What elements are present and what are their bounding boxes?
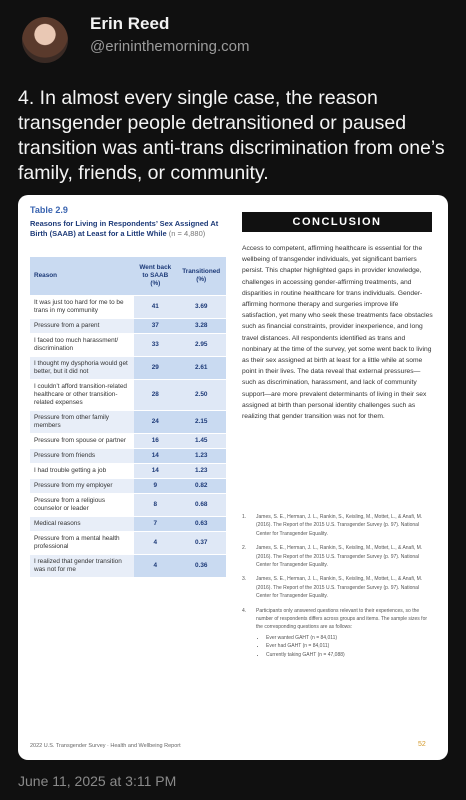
footnote-bullet: Currently taking GAHT (n = 47,088)	[266, 651, 434, 659]
table-sample: (n = 4,880)	[168, 229, 206, 238]
table-row: I couldn’t afford transition-related hea…	[30, 379, 226, 411]
table-caption-box: Reasons for Living in Respondents’ Sex A…	[30, 219, 220, 239]
table: Reason Went back to SAAB (%) Transitioned …	[30, 257, 226, 577]
reason: I had trouble getting a job	[30, 463, 135, 479]
table-value: 1.23	[176, 448, 226, 464]
footnote-number: 3.	[242, 576, 247, 583]
table-row: Pressure from my employer 9 0.82	[30, 478, 226, 494]
post-image[interactable]: Table 2.9 Reasons for Living in Responde…	[18, 195, 448, 760]
table-value: 2.15	[176, 410, 226, 434]
footnote: 4. Participants only answered questions r…	[242, 607, 434, 659]
table-value: 16	[134, 433, 177, 449]
table-value: 0.63	[176, 516, 226, 532]
reason: Pressure from a religious counselor or l…	[30, 493, 135, 517]
footnote-bullet: Ever had GAHT (n = 84,011)	[266, 642, 434, 650]
reason: Pressure from other family members	[30, 410, 135, 434]
table-row: I had trouble getting a job 14 1.23	[30, 463, 226, 479]
reason: It was just too hard for me to be trans …	[30, 295, 135, 319]
table-value: 28	[134, 379, 177, 411]
footnote-text: James, S. E., Herman, J. L., Rankin, S.,…	[256, 514, 423, 537]
table-row: Pressure from a parent 37 3.28	[30, 318, 226, 334]
conclusion-text: Access to competent, affirming healthcar…	[242, 245, 433, 421]
table-value: 9	[134, 478, 177, 494]
reason: I faced too much harassment/ discriminat…	[30, 333, 135, 357]
footnote-list: Ever wanted GAHT (n = 84,011)Ever had GA…	[256, 634, 434, 659]
table-label: Table 2.9	[30, 205, 68, 215]
table-row: Pressure from spouse or partner 16 1.45	[30, 433, 226, 449]
table-value: 41	[134, 295, 177, 319]
column-header: Went back to SAAB (%)	[134, 257, 177, 296]
footnote-text: James, S. E., Herman, J. L., Rankin, S.,…	[256, 576, 423, 600]
table-row: I realized that gender transition was no…	[30, 554, 226, 577]
conclusion-title: CONCLUSION	[242, 212, 432, 232]
timestamp[interactable]: June 11, 2025 at 3:11 PM	[18, 773, 177, 789]
footer: 2022 U.S. Transgender Survey · Health an…	[30, 743, 181, 749]
table-row: I faced too much harassment/ discriminat…	[30, 333, 226, 357]
table-row: Pressure from a mental health profession…	[30, 531, 226, 555]
table-value: 8	[134, 493, 177, 517]
table-value: 7	[134, 516, 177, 532]
author-name[interactable]: Erin Reed	[90, 14, 170, 33]
footnote-body: James, S. E., Herman, J. L., Rankin, S.,…	[256, 544, 434, 569]
table-value: 4	[134, 554, 177, 577]
footnote: 3. James, S. E., Herman, J. L., Rankin, S…	[242, 575, 434, 600]
table-value: 14	[134, 448, 177, 464]
page-number: 52	[418, 741, 426, 748]
post-text: 4. In almost every single case, the reas…	[18, 87, 445, 184]
table-value: 14	[134, 463, 177, 479]
table-value: 33	[134, 333, 177, 357]
avatar[interactable]	[22, 17, 68, 63]
table-value: 0.36	[176, 554, 226, 577]
table-value: 2.95	[176, 333, 226, 357]
footnote-number: 4.	[242, 607, 247, 614]
table-row: It was just too hard for me to be trans …	[30, 295, 226, 319]
table-value: 1.23	[176, 463, 226, 479]
reason: I thought my dysphoria would get better,…	[30, 356, 135, 380]
table-value: 24	[134, 410, 177, 434]
footnotes: 1. James, S. E., Herman, J. L., Rankin, S…	[242, 513, 434, 665]
table-value: 29	[134, 356, 177, 380]
footnote-number: 1.	[242, 514, 247, 520]
reason: Pressure from friends	[30, 448, 135, 464]
footnote-body: James, S. E., Herman, J. L., Rankin, S.,…	[256, 513, 434, 538]
footnote: 2. James, S. E., Herman, J. L., Rankin, S…	[242, 544, 434, 569]
header-row: Reason Went back to SAAB (%) Transitioned …	[30, 257, 226, 296]
reason: Pressure from a parent	[30, 318, 135, 334]
table-value: 0.82	[176, 478, 226, 494]
author-handle[interactable]: @erininthemorning.com	[90, 38, 250, 55]
table-row: I thought my dysphoria would get better,…	[30, 356, 226, 380]
footnote-text: James, S. E., Herman, J. L., Rankin, S.,…	[256, 545, 423, 569]
reason: Medical reasons	[30, 516, 135, 532]
table-value: 2.50	[176, 379, 226, 411]
reason: Pressure from spouse or partner	[30, 433, 135, 449]
table-value: 0.68	[176, 493, 226, 517]
reason: I realized that gender transition was no…	[30, 554, 135, 577]
reason: Pressure from a mental health profession…	[30, 531, 135, 555]
table-value: 37	[134, 318, 177, 334]
footnote-body: Participants only answered questions rel…	[256, 607, 434, 659]
footnote: 1. James, S. E., Herman, J. L., Rankin, S…	[242, 513, 434, 538]
table-value: 3.69	[176, 295, 226, 319]
footnote-body: James, S. E., Herman, J. L., Rankin, S.,…	[256, 575, 434, 600]
footnote-bullet: Ever wanted GAHT (n = 84,011)	[266, 634, 434, 642]
table-value: 2.61	[176, 356, 226, 380]
footnote-number: 2.	[242, 545, 247, 552]
table-row: Medical reasons 7 0.63	[30, 516, 226, 532]
reason: Pressure from my employer	[30, 478, 135, 494]
table-value: 4	[134, 531, 177, 555]
reason: I couldn’t afford transition-related hea…	[30, 379, 135, 411]
table-value: 0.37	[176, 531, 226, 555]
table-value: 1.45	[176, 433, 226, 449]
table-row: Pressure from friends 14 1.23	[30, 448, 226, 464]
table-value: 3.28	[176, 318, 226, 334]
table-row: Pressure from other family members 24 2.15	[30, 410, 226, 434]
column-header: Reason	[30, 257, 135, 296]
column-header: Transitioned (%)	[176, 257, 226, 296]
table-caption: Reasons for Living in Respondents’ Sex A…	[30, 219, 219, 238]
table-row: Pressure from a religious counselor or l…	[30, 493, 226, 517]
footnote-text: Participants only answered questions rel…	[256, 607, 428, 631]
